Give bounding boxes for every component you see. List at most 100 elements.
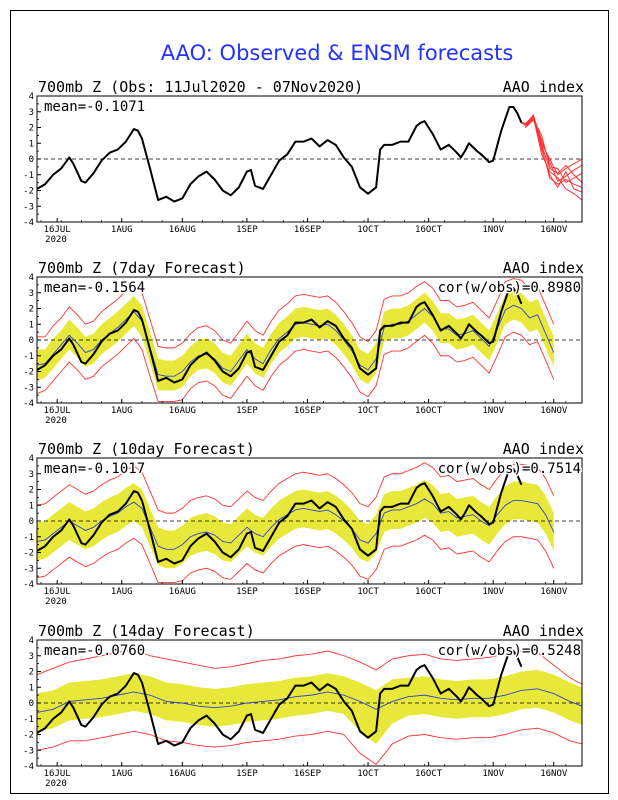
plot-area: [37, 462, 582, 583]
observed-line: [37, 287, 523, 384]
y-tick-label: 1: [29, 139, 34, 149]
y-tick-label: -1: [23, 352, 34, 362]
envelope-lower-line: [37, 331, 555, 402]
y-tick-label: -3: [23, 202, 34, 212]
panel-title: 700mb Z (7day Forecast): [38, 259, 246, 277]
x-tick-label: 1OCT: [357, 406, 379, 416]
panel-3: 700mb Z (10day Forecast) AAO index -4 -3 -2 -…: [23, 440, 584, 607]
x-tick-label: 1SEP: [236, 769, 258, 779]
y-tick-label: 4: [29, 454, 34, 464]
y-tick-label: 4: [29, 636, 34, 646]
x-tick-label: 16OCT: [415, 225, 443, 235]
x-tick-year-label: 2020: [45, 597, 67, 607]
mean-label: mean=-0.1564: [44, 280, 145, 296]
x-tick-label: 1SEP: [236, 406, 258, 416]
y-tick-label: -3: [23, 564, 34, 574]
x-tick-label: 1OCT: [357, 769, 379, 779]
figure-frame: AAO: Observed & ENSM forecasts 700mb Z (…: [10, 10, 609, 794]
x-tick-label: 16OCT: [415, 406, 443, 416]
panel-title: 700mb Z (Obs: 11Jul2020 - 07Nov2020): [38, 78, 363, 96]
envelope-lower-line: [37, 727, 582, 766]
y-tick-label: -2: [23, 187, 34, 197]
x-tick-year-label: 2020: [45, 416, 67, 426]
y-tick-label: -4: [23, 762, 34, 772]
panel-right-label: AAO index: [503, 440, 584, 458]
panel-2: 700mb Z (7day Forecast) AAO index -4 -3 -2 -1…: [23, 259, 584, 426]
forecast-mean-line: [37, 498, 555, 550]
x-tick-label: 16JUL: [44, 587, 71, 597]
panel-right-label: AAO index: [503, 622, 584, 640]
y-tick-label: 0: [29, 699, 34, 709]
mean-label: mean=-0.0760: [44, 643, 145, 659]
y-tick-label: -1: [23, 171, 34, 181]
y-tick-label: -4: [23, 399, 34, 409]
y-tick-label: 3: [29, 652, 34, 662]
y-tick-label: -4: [23, 218, 34, 228]
y-tick-label: 1: [29, 501, 34, 511]
observed-line: [37, 650, 523, 747]
y-tick-label: 2: [29, 668, 34, 678]
envelope-upper-line: [37, 278, 555, 349]
y-tick-label: 0: [29, 155, 34, 165]
x-tick-label: 16JUL: [44, 406, 71, 416]
envelope-upper-line: [37, 648, 582, 685]
x-tick-year-label: 2020: [45, 235, 67, 245]
panel-title: 700mb Z (14day Forecast): [38, 622, 255, 640]
members-start-segment: [521, 115, 535, 126]
x-tick-year-label: 2020: [45, 779, 67, 789]
x-tick-label: 16SEP: [294, 225, 322, 235]
x-tick-label: 16NOV: [540, 769, 568, 779]
y-tick-label: -1: [23, 533, 34, 543]
y-tick-label: 3: [29, 470, 34, 480]
y-tick-label: -2: [23, 549, 34, 559]
correlation-label: cor(w/obs)=0.7514: [438, 461, 581, 477]
y-tick-label: -3: [23, 383, 34, 393]
spread-band: [37, 480, 554, 569]
member-line-6: [525, 115, 582, 176]
member-line-4: [525, 118, 582, 184]
x-tick-label: 1SEP: [236, 225, 258, 235]
y-tick-label: 2: [29, 124, 34, 134]
y-tick-label: 1: [29, 320, 34, 330]
observed-line: [37, 468, 523, 565]
x-tick-label: 1NOV: [482, 769, 504, 779]
x-tick-label: 16NOV: [540, 587, 568, 597]
correlation-label: cor(w/obs)=0.5248: [438, 643, 581, 659]
member-line-7: [525, 118, 582, 188]
x-tick-label: 1AUG: [111, 225, 133, 235]
y-tick-label: -2: [23, 368, 34, 378]
member-line-2: [525, 115, 582, 182]
x-tick-label: 1AUG: [111, 406, 133, 416]
correlation-label: cor(w/obs)=0.8980: [438, 280, 581, 296]
member-line-1: [525, 117, 582, 183]
x-tick-label: 16AUG: [169, 225, 196, 235]
x-tick-label: 16JUL: [44, 769, 71, 779]
x-tick-label: 16OCT: [415, 769, 443, 779]
y-tick-label: 3: [29, 108, 34, 118]
x-tick-label: 16AUG: [169, 769, 196, 779]
x-tick-label: 16AUG: [169, 406, 196, 416]
x-tick-label: 1AUG: [111, 769, 133, 779]
panel-1: 700mb Z (Obs: 11Jul2020 - 07Nov2020) AAO …: [23, 78, 584, 245]
y-tick-label: 4: [29, 92, 34, 102]
y-tick-label: -4: [23, 580, 34, 590]
panel-4: 700mb Z (14day Forecast) AAO index -4 -3 -2 -…: [23, 622, 584, 789]
observed-line: [37, 106, 523, 203]
aao-figure: AAO: Observed & ENSM forecasts 700mb Z (…: [23, 41, 584, 789]
y-tick-label: 0: [29, 336, 34, 346]
x-tick-label: 16SEP: [294, 769, 322, 779]
y-tick-label: -1: [23, 715, 34, 725]
x-tick-label: 16OCT: [415, 587, 443, 597]
figure-title: AAO: Observed & ENSM forecasts: [161, 41, 514, 65]
x-tick-label: 16NOV: [540, 225, 568, 235]
y-tick-label: 2: [29, 305, 34, 315]
spread-band: [37, 289, 554, 391]
x-tick-label: 1NOV: [482, 406, 504, 416]
y-tick-label: 4: [29, 273, 34, 283]
x-tick-label: 1SEP: [236, 587, 258, 597]
mean-label: mean=-0.1071: [44, 99, 145, 115]
envelope-lower-line: [37, 534, 555, 583]
plot-area: [37, 648, 582, 766]
y-tick-label: 0: [29, 517, 34, 527]
x-tick-label: 16AUG: [169, 587, 196, 597]
